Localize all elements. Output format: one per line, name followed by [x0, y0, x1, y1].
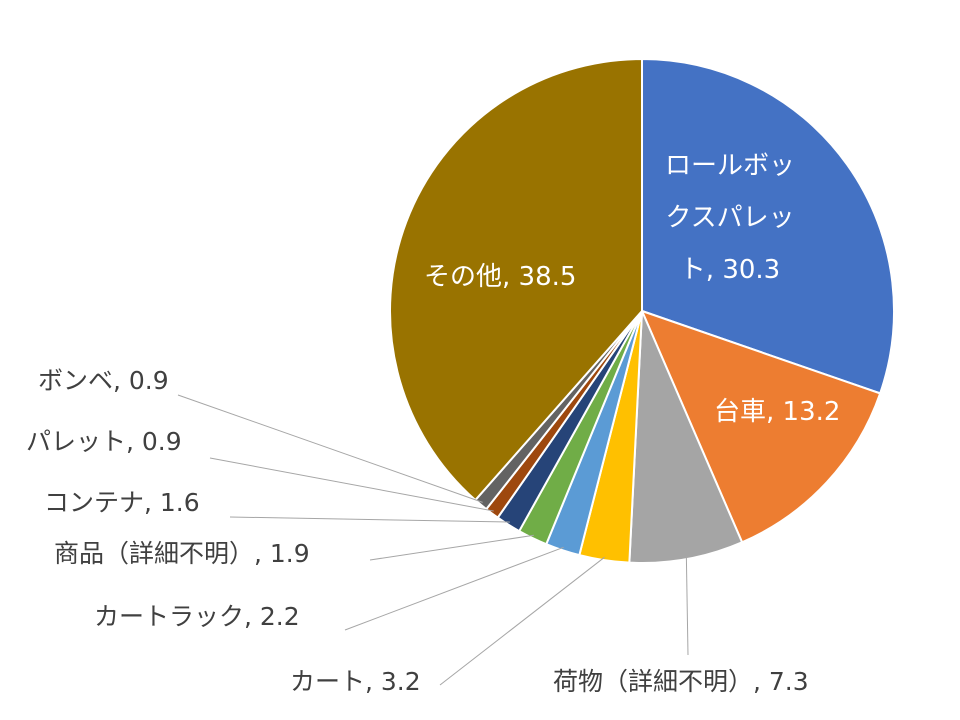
leader-line [685, 556, 689, 656]
leader-line [177, 394, 483, 503]
pie-slice [389, 57, 643, 502]
data-label-line: ト, 30.3 [679, 255, 781, 285]
leader-line [209, 457, 494, 512]
pie-slice [640, 309, 882, 544]
leader-line [439, 556, 605, 686]
data-label-nimotsu: 荷物（詳細不明）, 7.3 [553, 667, 809, 696]
data-label-daisha: 台車, 13.2 [714, 397, 841, 427]
leader-line [229, 516, 510, 523]
data-label-bombe: ボンベ, 0.9 [38, 366, 169, 395]
leader-line [369, 534, 534, 561]
data-label-cartrack: カートラック, 2.2 [94, 602, 300, 631]
data-label-pallet: パレット, 0.9 [26, 427, 182, 456]
data-label-shohin: 商品（詳細不明）, 1.9 [54, 539, 310, 568]
leader-line [344, 546, 564, 631]
data-label-rollbox: ロールボッ クスパレッ ト, 30.3 [665, 140, 795, 296]
data-label-line: ロールボッ [665, 151, 796, 181]
data-label-cart: カート, 3.2 [290, 667, 421, 696]
data-label-other: その他, 38.5 [424, 262, 577, 292]
data-label-line: クスパレッ [665, 203, 795, 233]
pie-slice [641, 57, 895, 395]
data-label-container: コンテナ, 1.6 [44, 488, 200, 517]
